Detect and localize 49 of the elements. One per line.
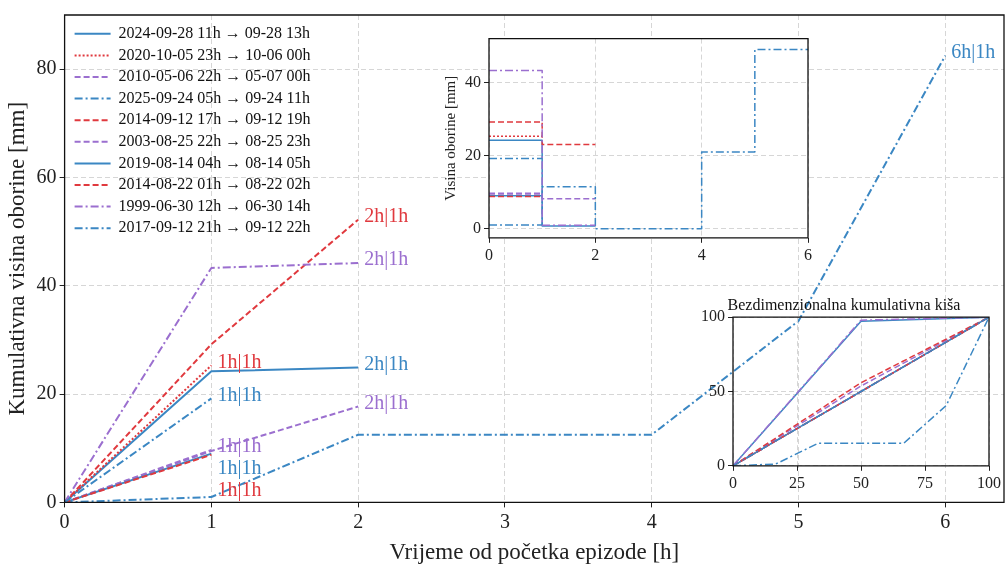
y-tick-label: 40: [36, 273, 57, 296]
x-tick-label: 100: [977, 473, 1001, 491]
x-tick-label: 75: [917, 473, 933, 491]
x-tick-label: 2: [353, 509, 364, 532]
x-tick-label: 50: [853, 473, 869, 491]
y-tick-label: 50: [709, 381, 725, 399]
y-tick-label: 0: [473, 218, 481, 236]
y-tick-label: 80: [36, 56, 57, 79]
annotation: 6h|1h: [951, 39, 996, 63]
annotation: 1h|1h: [217, 434, 262, 458]
y-tick-label: 20: [465, 145, 481, 163]
annotation: 1h|1h: [217, 349, 262, 373]
y-tick-label: 20: [36, 381, 57, 404]
legend-label: 2024-09-28 11h → 09-28 13h: [118, 24, 310, 41]
x-tick-label: 0: [729, 473, 737, 491]
x-tick-label: 1: [206, 509, 217, 532]
legend-label: 2020-10-05 23h → 10-06 00h: [118, 45, 311, 63]
x-tick-label: 6: [804, 245, 812, 263]
y-tick-label: 40: [465, 72, 481, 90]
annotation: 1h|1h: [217, 456, 262, 480]
y-tick-label: 100: [701, 307, 725, 325]
legend-label: 2014-09-12 17h → 09-12 19h: [118, 110, 311, 128]
x-tick-label: 3: [499, 509, 510, 532]
annotation: 2h|1h: [364, 351, 409, 375]
x-tick-label: 5: [793, 509, 804, 532]
annotation: 2h|1h: [364, 390, 409, 414]
legend-label: 2025-09-24 05h → 09-24 11h: [118, 88, 310, 106]
annotation: 2h|1h: [364, 203, 409, 227]
y-axis-title: Kumulativna visina oborine [mm]: [3, 101, 29, 416]
legend-label: 1999-06-30 12h → 06-30 14h: [118, 196, 311, 214]
x-tick-label: 0: [485, 245, 493, 263]
x-tick-label: 25: [789, 473, 805, 491]
x-tick-label: 2: [591, 245, 600, 263]
x-tick-label: 4: [646, 509, 657, 532]
legend-label: 2017-09-12 21h → 09-12 22h: [118, 218, 311, 236]
y-tick-label: 0: [46, 489, 57, 512]
legend-label: 2014-08-22 01h → 08-22 02h: [118, 175, 311, 193]
legend-label: 2003-08-25 22h → 08-25 23h: [118, 132, 311, 149]
chart-title: Bezdimenzionalna kumulativna kiša: [727, 295, 961, 313]
y-axis-title: Visina oborine [mm]: [441, 75, 458, 201]
annotation: 2h|1h: [364, 247, 409, 271]
annotation: 1h|1h: [217, 382, 262, 406]
x-axis-title: Vrijeme od početka epizode [h]: [389, 539, 680, 565]
x-tick-label: 4: [697, 245, 706, 263]
x-tick-label: 6: [940, 509, 951, 532]
legend-label: 2019-08-14 04h → 08-14 05h: [118, 153, 311, 171]
y-tick-label: 0: [717, 456, 725, 473]
legend-label: 2010-05-06 22h → 05-07 00h: [118, 67, 311, 85]
y-tick-label: 60: [36, 164, 57, 187]
